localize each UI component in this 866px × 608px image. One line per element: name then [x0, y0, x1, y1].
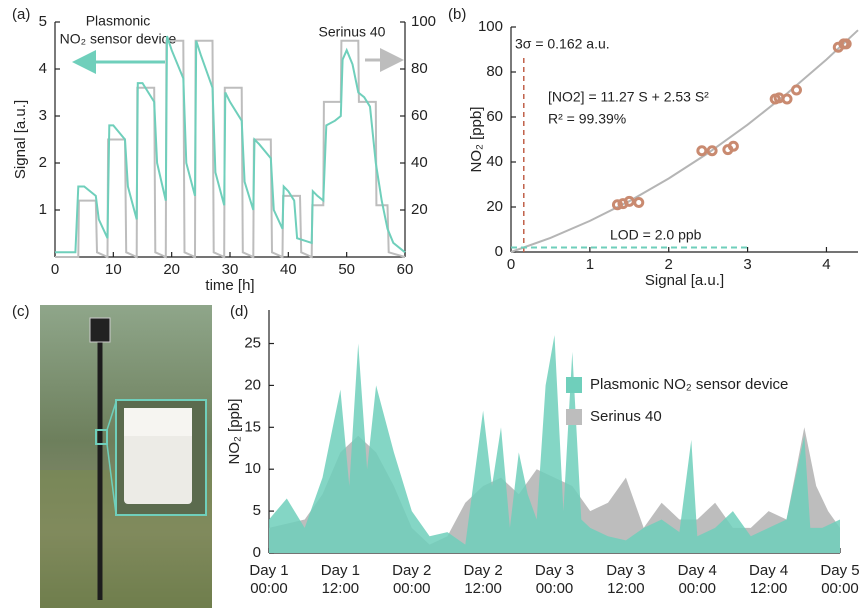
annotation: Plasmonic [86, 13, 151, 29]
x-tick-label: 3 [743, 256, 751, 273]
y-tick-label: 0 [253, 544, 261, 561]
x-tick-label: 12:00 [322, 580, 360, 597]
x-tick-label: 12:00 [750, 580, 788, 597]
x-tick-label: Day 3 [535, 562, 574, 579]
y-tick-label: 20 [244, 376, 261, 393]
series-area [269, 335, 840, 553]
point [781, 93, 793, 105]
y2-tick-label: 20 [411, 201, 428, 218]
y-tick-label: 25 [244, 334, 261, 351]
y2-tick-label: 80 [411, 60, 428, 77]
panel-label: (a) [12, 6, 30, 23]
y-tick-label: 0 [495, 243, 503, 260]
x-tick-label: Day 2 [392, 562, 431, 579]
y-tick-label: 5 [253, 502, 261, 519]
point [840, 38, 852, 50]
legend-label: Plasmonic NO₂ sensor device [590, 376, 788, 393]
point [727, 140, 739, 152]
series-line [55, 35, 406, 254]
x-tick-label: Day 5 [820, 562, 859, 579]
x-tick-label: 4 [822, 256, 830, 273]
x-tick-label: Day 1 [321, 562, 360, 579]
x-axis-label: Signal [a.u.] [645, 272, 724, 289]
x-tick-label: 30 [222, 261, 239, 278]
photo [40, 305, 212, 608]
y-axis-label: Signal [a.u.] [12, 100, 29, 179]
x-tick-label: 12:00 [464, 580, 502, 597]
point [706, 145, 718, 157]
point [623, 195, 635, 207]
y-tick-label: 4 [39, 60, 47, 77]
y-tick-label: 5 [39, 13, 47, 30]
y-tick-label: 2 [39, 154, 47, 171]
point [790, 84, 802, 96]
x-tick-label: Day 2 [464, 562, 503, 579]
x-tick-label: Day 4 [678, 562, 717, 579]
point [611, 199, 623, 211]
panel-label: (d) [230, 303, 248, 320]
annotation: LOD = 2.0 ppb [610, 227, 702, 243]
x-tick-label: 0 [51, 261, 59, 278]
y-tick-label: 1 [39, 201, 47, 218]
x-tick-label: 12:00 [607, 580, 645, 597]
y2-tick-label: 100 [411, 13, 436, 30]
y-tick-label: 15 [244, 418, 261, 435]
y-tick-label: 60 [486, 108, 503, 125]
x-tick-label: 00:00 [536, 580, 574, 597]
x-tick-label: 0 [507, 256, 515, 273]
y-tick-label: 100 [478, 18, 503, 35]
x-tick-label: Day 1 [249, 562, 288, 579]
y-axis-label: NO₂ [ppb] [468, 107, 485, 173]
y2-tick-label: 60 [411, 107, 428, 124]
legend-swatch [566, 409, 582, 425]
y-axis-label: NO₂ [ppb] [226, 399, 243, 465]
legend-swatch [566, 377, 582, 393]
x-tick-label: Day 3 [606, 562, 645, 579]
x-tick-label: 20 [163, 261, 180, 278]
annotation: R² = 99.39% [548, 111, 626, 127]
point [633, 197, 645, 208]
annotation: [NO2] = 11.27 S + 2.53 S² [548, 89, 709, 105]
annotation: Serinus 40 [319, 24, 386, 40]
point [696, 145, 708, 157]
x-tick-label: 00:00 [393, 580, 431, 597]
x-axis-label: time [h] [205, 277, 254, 294]
annotation: 3σ = 0.162 a.u. [515, 36, 610, 52]
y2-tick-label: 40 [411, 154, 428, 171]
x-tick-label: 00:00 [678, 580, 716, 597]
y-tick-label: 20 [486, 198, 503, 215]
panel-label: (c) [12, 303, 30, 320]
fit-line [510, 29, 859, 253]
x-tick-label: 00:00 [250, 580, 288, 597]
x-tick-label: 2 [665, 256, 673, 273]
legend-label: Serinus 40 [590, 408, 662, 425]
x-tick-label: 60 [397, 261, 414, 278]
series-line [55, 39, 406, 259]
y-tick-label: 10 [244, 460, 261, 477]
panel-label: (b) [448, 6, 466, 23]
x-tick-label: 40 [280, 261, 297, 278]
x-tick-label: 10 [105, 261, 122, 278]
y-tick-label: 3 [39, 107, 47, 124]
x-tick-label: 00:00 [821, 580, 859, 597]
x-tick-label: 1 [586, 256, 594, 273]
y-tick-label: 80 [486, 63, 503, 80]
x-tick-label: 50 [338, 261, 355, 278]
y-tick-label: 40 [486, 153, 503, 170]
annotation: NO₂ sensor device [60, 31, 177, 47]
x-tick-label: Day 4 [749, 562, 788, 579]
